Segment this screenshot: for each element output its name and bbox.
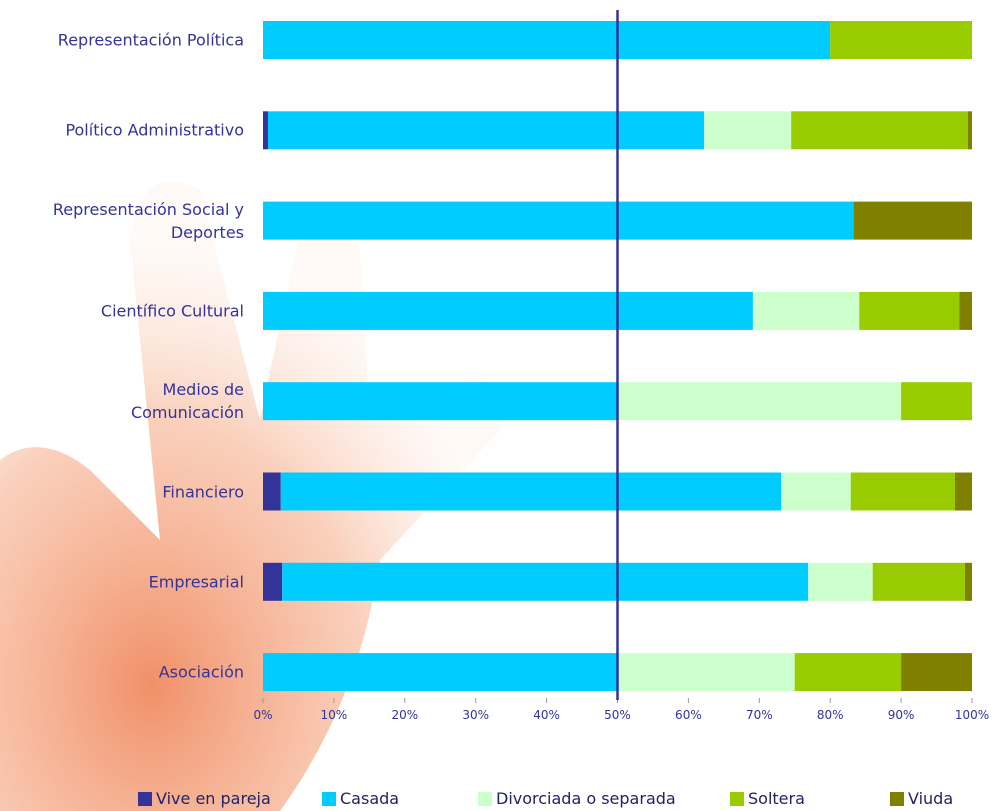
- legend-label: Soltera: [748, 789, 805, 808]
- legend-item: Vive en pareja: [138, 789, 271, 808]
- x-tick-label: 20%: [391, 708, 419, 722]
- bar-segment: [781, 472, 851, 511]
- bar-segment: [959, 291, 972, 330]
- bar-segment: [830, 21, 972, 59]
- x-tick-label: 100%: [954, 708, 990, 722]
- bar-segment: [872, 562, 965, 601]
- bar-segment: [263, 562, 283, 601]
- category-label: Empresarial: [148, 572, 244, 592]
- x-tick-label: 40%: [533, 708, 560, 722]
- bar-segment: [901, 653, 972, 692]
- bar-segment: [901, 382, 972, 421]
- bar-segment: [282, 562, 809, 601]
- category-label: Científico Cultural: [100, 301, 244, 321]
- bar-segment: [263, 291, 753, 330]
- category-label: Medios de Comunicación: [130, 380, 244, 423]
- x-tick-label: 50%: [604, 708, 631, 722]
- legend-swatch: [478, 791, 492, 806]
- legend-item: Divorciada o separada: [478, 789, 676, 808]
- bar-segment: [703, 111, 792, 150]
- category-label: Representación Social y Deportes: [52, 199, 244, 242]
- legend-label: Vive en pareja: [156, 789, 271, 808]
- legend-swatch: [730, 791, 744, 806]
- bar-segment: [263, 653, 618, 692]
- bar-segment: [263, 472, 281, 511]
- bar-segment: [850, 472, 955, 511]
- legend-swatch: [138, 791, 152, 806]
- background-shape: [0, 181, 506, 811]
- bar-segment: [752, 291, 860, 330]
- category-label: Político Administrativo: [65, 120, 244, 140]
- bar-segment: [808, 562, 873, 601]
- bar-segment: [964, 562, 972, 601]
- x-tick-label: 90%: [887, 708, 915, 722]
- x-tick-label: 80%: [816, 708, 844, 722]
- x-tick-label: 0%: [253, 708, 273, 722]
- bar-segment: [617, 653, 795, 692]
- bar-segment: [263, 21, 831, 59]
- bar-segment: [967, 111, 972, 150]
- legend-item: Casada: [322, 789, 399, 808]
- bar-segment: [263, 201, 854, 240]
- category-label: Financiero: [162, 482, 244, 501]
- bar-segment: [853, 201, 972, 240]
- category-label: Asociación: [158, 662, 244, 682]
- x-tick-label: 70%: [745, 708, 773, 722]
- x-tick-label: 60%: [675, 708, 702, 722]
- legend-label: Divorciada o separada: [496, 789, 676, 808]
- bar-segment: [859, 291, 960, 330]
- x-tick-label: 10%: [320, 708, 348, 722]
- legend-item: Viuda: [890, 789, 953, 808]
- bar-segment: [954, 472, 972, 511]
- bar-segment: [794, 653, 902, 692]
- legend-swatch: [322, 791, 336, 806]
- bar-segment: [267, 111, 704, 150]
- x-tick-label: 30%: [462, 708, 490, 722]
- legend-swatch: [890, 791, 904, 806]
- bar-segment: [263, 111, 268, 150]
- bar-segment: [280, 472, 782, 511]
- bar-segment: [263, 382, 618, 421]
- bar-segment: [791, 111, 968, 150]
- legend-label: Casada: [340, 789, 400, 808]
- bar-segment: [617, 382, 902, 421]
- legend-item: Soltera: [730, 789, 805, 808]
- legend-label: Viuda: [908, 789, 954, 808]
- category-label: Representación Política: [57, 30, 244, 50]
